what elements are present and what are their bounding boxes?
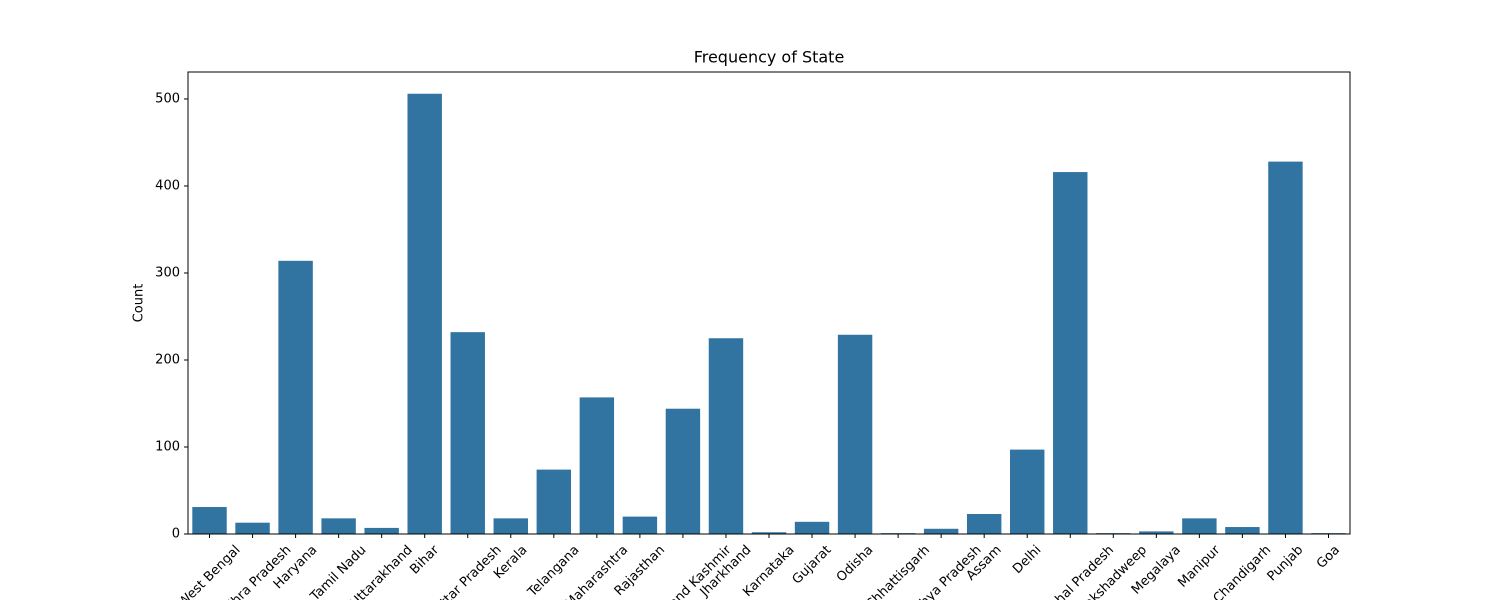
bar (923, 528, 959, 534)
plot-frame (187, 71, 1351, 535)
x-tick-label: Odisha (834, 543, 876, 585)
x-tick-label: Bihar (407, 542, 442, 577)
bar (837, 334, 873, 534)
bar (321, 518, 356, 534)
bar (665, 408, 701, 534)
y-tick-label: 500 (155, 91, 180, 106)
y-tick-label: 100 (155, 439, 180, 454)
x-tick-label: West Bengal (176, 543, 244, 600)
bar (493, 518, 528, 534)
bar (1139, 531, 1174, 534)
bar (1010, 449, 1045, 534)
bar (708, 338, 744, 534)
bar (450, 332, 485, 534)
bar (536, 469, 572, 534)
y-axis-label: Count (132, 284, 147, 323)
y-tick-label: 300 (155, 265, 180, 280)
x-tick-label: Gujarat (790, 543, 835, 588)
bar (751, 532, 787, 534)
y-tick-label: 0 (172, 527, 180, 542)
x-tick-label: Goa (1314, 543, 1343, 572)
x-tick-label: Punjab (1265, 543, 1307, 585)
y-tick-label: 200 (155, 352, 180, 367)
bar (235, 522, 270, 534)
bar (579, 397, 615, 534)
x-tick-label: Manipur (1175, 542, 1223, 590)
bar (1053, 172, 1088, 534)
bar (966, 513, 1002, 534)
bar (192, 507, 227, 534)
chart-title: Frequency of State (694, 48, 845, 67)
bar (1268, 161, 1303, 534)
x-tick-label: Delhi (1010, 543, 1044, 577)
bar (1225, 527, 1260, 534)
y-tick-label: 400 (155, 178, 180, 193)
bar (794, 521, 830, 534)
bar (407, 93, 442, 535)
bar (622, 516, 658, 534)
bar (278, 260, 313, 534)
bar (364, 527, 399, 534)
bar (1182, 518, 1217, 534)
